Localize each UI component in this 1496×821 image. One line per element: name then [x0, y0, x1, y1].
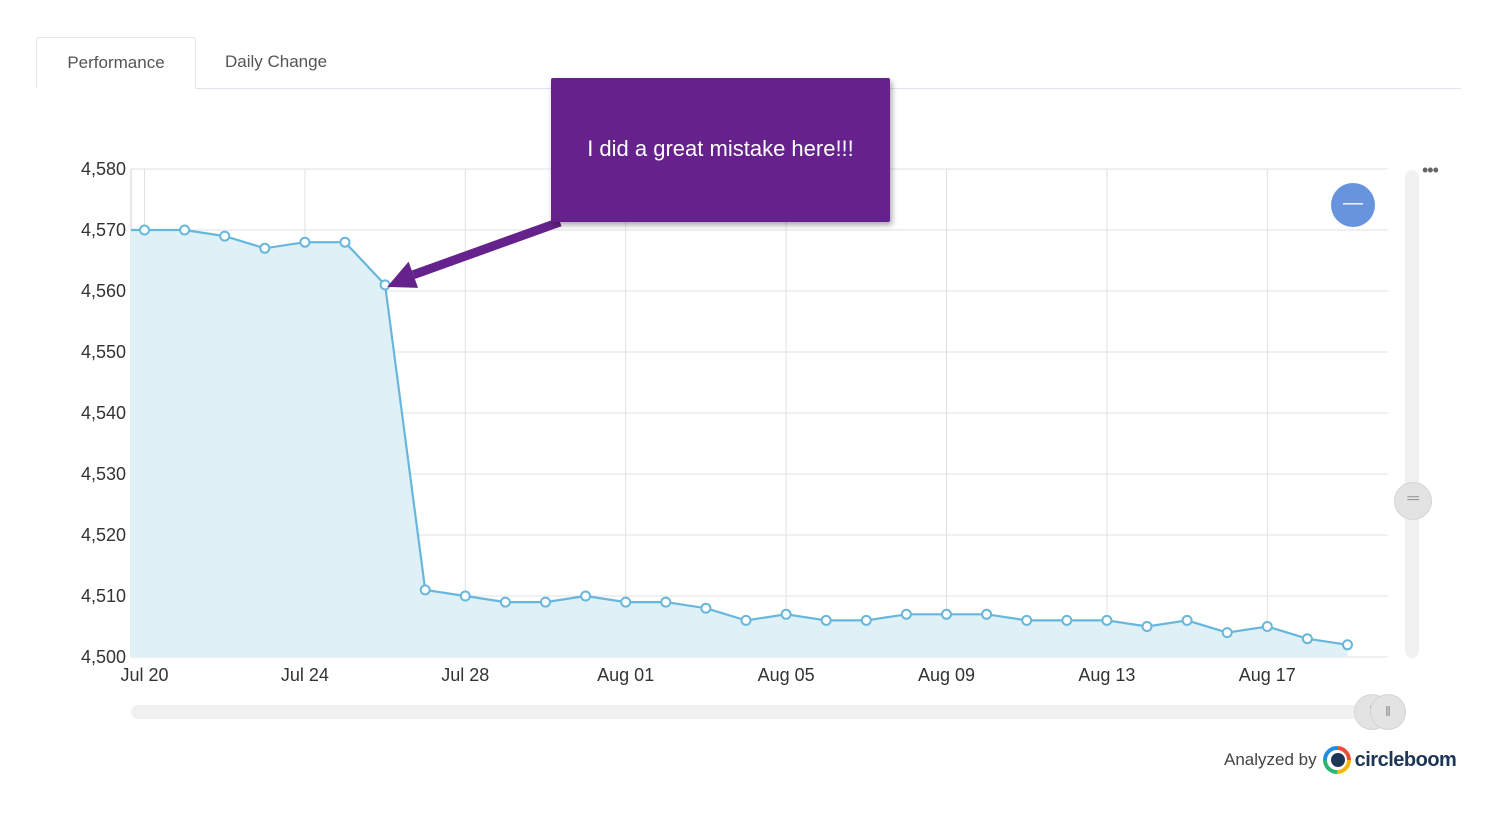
- vertical-scrollbar[interactable]: [1405, 170, 1419, 658]
- annotation-arrow-head: [387, 261, 419, 288]
- x-tick-label: Aug 01: [597, 665, 654, 685]
- annotation-text: I did a great mistake here!!!: [587, 136, 854, 161]
- credit-brand: circleboom: [1354, 748, 1457, 771]
- y-tick-label: 4,580: [81, 159, 126, 179]
- series-area-fill: [131, 230, 1348, 657]
- y-tick-label: 4,570: [81, 220, 126, 240]
- data-point: [1141, 621, 1153, 632]
- y-tick-label: 4,540: [81, 403, 126, 423]
- data-point: [981, 608, 993, 620]
- data-point: [339, 236, 351, 248]
- data-point: [419, 584, 431, 596]
- series-line: [131, 228, 1348, 646]
- data-point: [139, 224, 150, 236]
- y-tick-label: 4,550: [81, 342, 126, 362]
- data-point: [1221, 627, 1233, 639]
- data-point: [540, 596, 551, 608]
- x-tick-label: Aug 17: [1239, 665, 1296, 685]
- data-point: [620, 596, 632, 608]
- data-point: [1261, 621, 1273, 632]
- y-tick-label: 4,530: [81, 464, 126, 484]
- data-point: [1301, 633, 1313, 645]
- x-tick-label: Jul 24: [281, 665, 329, 685]
- credit[interactable]: Analyzed by circleboom: [1224, 745, 1457, 775]
- data-point: [179, 224, 191, 236]
- data-point: [580, 590, 592, 602]
- y-tick-label: 4,560: [81, 281, 126, 301]
- horizontal-scrollbar[interactable]: [131, 705, 1391, 719]
- data-point: [499, 596, 511, 608]
- data-point: [379, 279, 391, 291]
- y-axis: 4,500 4,510 4,520 4,530 4,540 4,550 4,560 4,570…: [81, 159, 126, 667]
- data-point: [259, 242, 271, 254]
- data-point: [1342, 639, 1353, 651]
- data-point: [700, 602, 712, 614]
- tab-performance[interactable]: Performance: [36, 37, 196, 89]
- x-axis: Jul 20 Jul 24 Jul 28 Aug 01 Aug 05 Aug 09 Aug …: [120, 665, 1295, 685]
- y-tick-label: 4,500: [81, 647, 126, 667]
- data-point: [820, 614, 832, 626]
- data-point: [740, 614, 752, 626]
- x-tick-label: Jul 28: [441, 665, 489, 685]
- circleboom-logo-icon: [1322, 746, 1351, 774]
- x-tick-label: Aug 05: [758, 665, 815, 685]
- x-tick-label: Jul 20: [120, 665, 168, 685]
- chart-menu-icon[interactable]: •••: [1422, 160, 1439, 180]
- zoom-out-button[interactable]: —: [1331, 183, 1375, 227]
- horizontal-scrollbar-end-grip[interactable]: ‖: [1370, 694, 1406, 730]
- vertical-scrollbar-grip[interactable]: ═: [1394, 482, 1432, 520]
- data-point: [1021, 614, 1033, 626]
- annotation-arrow-shaft: [411, 217, 562, 279]
- data-point: [941, 608, 952, 620]
- data-point: [660, 596, 672, 608]
- data-point: [459, 590, 471, 602]
- data-point: [219, 230, 231, 242]
- data-point: [299, 236, 311, 248]
- credit-prefix: Analyzed by: [1224, 750, 1317, 769]
- data-point: [860, 614, 872, 626]
- tab-daily-change[interactable]: Daily Change: [224, 52, 328, 71]
- x-tick-label: Aug 09: [918, 665, 975, 685]
- y-tick-label: 4,510: [81, 586, 126, 606]
- series-points: [139, 224, 1353, 651]
- annotation-callout: I did a great mistake here!!!: [551, 78, 890, 222]
- data-point: [1061, 614, 1073, 626]
- data-point: [780, 608, 792, 620]
- y-tick-label: 4,520: [81, 525, 126, 545]
- data-point: [900, 608, 912, 620]
- x-tick-label: Aug 13: [1078, 665, 1135, 685]
- data-point: [1181, 614, 1193, 626]
- data-point: [1101, 614, 1113, 626]
